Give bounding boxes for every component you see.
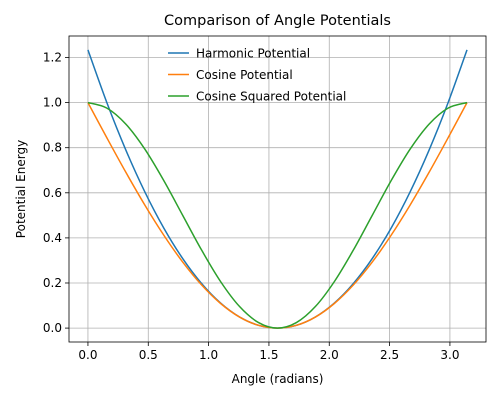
chart-title: Comparison of Angle Potentials <box>164 13 391 29</box>
y-tick-label: 0.2 <box>43 276 62 290</box>
x-axis-label: Angle (radians) <box>232 372 324 386</box>
x-tick-label: 1.5 <box>259 348 278 362</box>
axes-frame <box>68 35 487 343</box>
y-tick-label: 0.4 <box>43 231 62 245</box>
y-tick-label: 0.6 <box>43 186 62 200</box>
y-tick-label: 0.0 <box>43 321 62 335</box>
cosine-squared-potential-line <box>87 101 468 329</box>
legend-entry-harmonic-potential: Harmonic Potential <box>196 47 310 61</box>
x-tick-label: 0.5 <box>139 348 158 362</box>
legend-entry-cosine-squared-potential: Cosine Squared Potential <box>196 90 346 104</box>
axis-ticks: 0.0 0.5 1.0 1.5 2.0 2.5 3.0 0.0 0.2 0.4 0.6 0.8 1.0 1… <box>43 51 460 362</box>
x-tick-label: 1.0 <box>199 348 218 362</box>
y-tick-label: 1.0 <box>43 96 62 110</box>
x-tick-label: 3.0 <box>440 348 459 362</box>
x-tick-label: 2.5 <box>380 348 399 362</box>
legend: Harmonic Potential Cosine Potential Cosine… <box>168 47 346 104</box>
y-tick-label: 1.2 <box>43 51 62 65</box>
y-axis-label: Potential Energy <box>14 140 28 238</box>
legend-entry-cosine-potential: Cosine Potential <box>196 68 293 82</box>
x-tick-label: 2.0 <box>320 348 339 362</box>
x-tick-label: 0.0 <box>78 348 97 362</box>
y-tick-label: 0.8 <box>43 141 62 155</box>
plot-area <box>87 49 468 329</box>
